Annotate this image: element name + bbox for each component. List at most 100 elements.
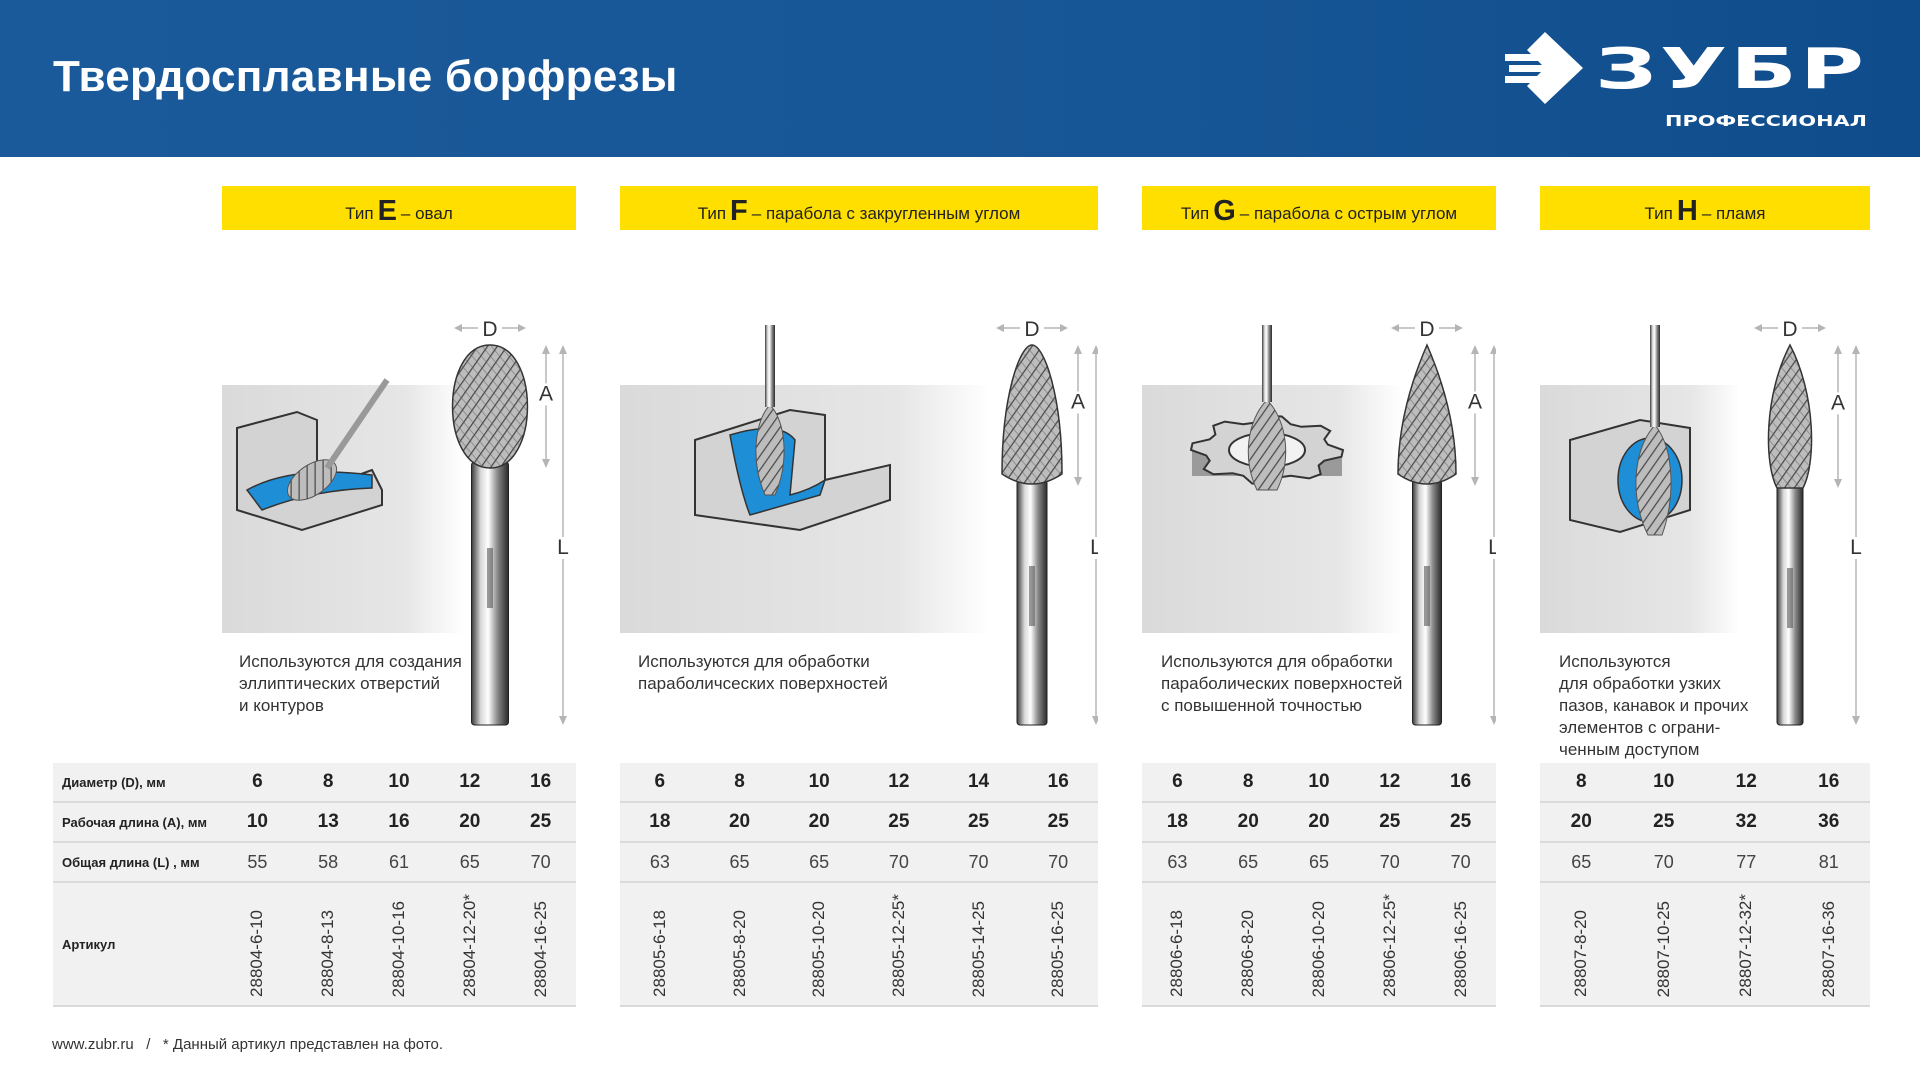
table-cell: 28804-16-25 bbox=[505, 883, 576, 1005]
table-cell: 25 bbox=[1379, 811, 1401, 832]
table-row-article: 28807-8-20 28807-10-25 28807-12-32* 28807-1… bbox=[1540, 883, 1870, 1007]
article-number: 28807-12-32* bbox=[1736, 893, 1756, 997]
article-number: 28804-12-20* bbox=[459, 893, 479, 997]
table-cell: 10 bbox=[388, 771, 410, 792]
table-cell: 65 bbox=[1571, 851, 1592, 872]
table-cell: 70 bbox=[1379, 851, 1400, 872]
type-header: Тип E – овал bbox=[222, 186, 576, 230]
table-cell: 12 bbox=[459, 771, 481, 792]
article-number: 28805-16-25 bbox=[1048, 900, 1068, 997]
description: Используются для создания эллиптических … bbox=[239, 652, 462, 715]
table-cell: 8 bbox=[1242, 771, 1254, 792]
table-row-total-length: 63 65 65 70 70 bbox=[1142, 843, 1496, 883]
article-number: 28807-8-20 bbox=[1571, 910, 1591, 997]
table-cell: 6 bbox=[654, 771, 666, 792]
label-diameter-d: D bbox=[1024, 320, 1039, 341]
logo-emblem-icon bbox=[1505, 32, 1583, 104]
product-illustration: D A L bbox=[620, 320, 1098, 726]
section-type-f: Тип F – парабола с закругленным углом Исп… bbox=[620, 0, 1098, 1080]
table-cell: 25 bbox=[530, 811, 552, 832]
table-row-total-length: 63 65 65 70 70 70 bbox=[620, 843, 1098, 883]
product-illustration: D A L bbox=[1142, 320, 1496, 726]
table-cell: 8 bbox=[322, 771, 334, 792]
table-cell: 65 bbox=[1308, 851, 1329, 872]
table-cell: 16 bbox=[530, 771, 552, 792]
type-header: Тип H – пламя bbox=[1540, 186, 1870, 230]
article-number: 28805-10-20 bbox=[809, 900, 829, 997]
table-cell: 28805-12-25* bbox=[859, 883, 939, 1005]
label-total-length-l: L bbox=[557, 536, 569, 559]
table-row-work-length: 20 25 32 36 bbox=[1540, 803, 1870, 843]
table-cell: 16 bbox=[1047, 771, 1069, 792]
type-name: – парабола с закругленным углом bbox=[751, 204, 1021, 223]
type-prefix: Тип bbox=[1644, 204, 1673, 223]
burr-tool-image bbox=[451, 344, 529, 726]
table-row-diameter: 6 8 10 12 14 16 bbox=[620, 763, 1098, 803]
footer: www.zubr.ru / * Данный артикул представл… bbox=[52, 1036, 443, 1053]
label-diameter-d: D bbox=[482, 320, 497, 341]
table-cell: 25 bbox=[1653, 811, 1675, 832]
table-cell: 70 bbox=[1450, 851, 1471, 872]
table-cell: 70 bbox=[888, 851, 909, 872]
table-cell: 28805-14-25 bbox=[939, 883, 1019, 1005]
table-cell: 25 bbox=[888, 811, 910, 832]
label-total-length: Общая длина (L) , мм bbox=[62, 854, 200, 870]
type-name: – парабола с острым углом bbox=[1239, 204, 1458, 223]
article-number: 28805-14-25 bbox=[968, 900, 988, 997]
table-cell: 28806-8-20 bbox=[1213, 883, 1284, 1005]
table-cell: 25 bbox=[967, 811, 990, 832]
description: Используются для обработки узких пазов, … bbox=[1559, 652, 1749, 759]
type-letter: G bbox=[1213, 195, 1236, 227]
label-diameter-d: D bbox=[1419, 320, 1434, 341]
table-cell: 20 bbox=[808, 811, 830, 832]
table-cell: 28807-8-20 bbox=[1540, 883, 1623, 1005]
table-cell: 65 bbox=[459, 851, 480, 872]
zubr-logo: ЗУБР ПРОФЕССИОНАЛ bbox=[1505, 32, 1867, 130]
article-number: 28804-16-25 bbox=[530, 900, 550, 997]
table-cell: 20 bbox=[459, 811, 481, 832]
table-cell: 6 bbox=[1172, 771, 1183, 792]
table-cell: 28804-10-16 bbox=[364, 883, 435, 1005]
table-cell: 8 bbox=[1575, 771, 1587, 792]
table-cell: 61 bbox=[388, 851, 409, 872]
table-cell: 28804-6-10 bbox=[222, 883, 293, 1005]
table-row-article: 28804-6-10 28804-8-13 28804-10-16 28804-12-… bbox=[222, 883, 576, 1007]
type-name: – пламя bbox=[1701, 204, 1766, 223]
table-cell: 28805-16-25 bbox=[1018, 883, 1098, 1005]
type-prefix: Тип bbox=[345, 204, 374, 223]
article-number: 28804-10-16 bbox=[388, 900, 408, 997]
table-cell: 36 bbox=[1818, 811, 1840, 832]
table-cell: 6 bbox=[252, 771, 263, 792]
website-link[interactable]: www.zubr.ru bbox=[52, 1036, 134, 1053]
table-cell: 28804-12-20* bbox=[434, 883, 505, 1005]
article-number: 28806-12-25* bbox=[1379, 893, 1399, 997]
table-cell: 28806-16-25 bbox=[1425, 883, 1496, 1005]
article-number: 28805-6-18 bbox=[649, 910, 669, 997]
logo-subtitle: ПРОФЕССИОНАЛ bbox=[1665, 112, 1867, 130]
article-number: 28804-6-10 bbox=[247, 910, 267, 997]
header-banner: Твердосплавные борфрезы ЗУБР ПРОФЕССИОНА… bbox=[0, 0, 1920, 157]
label-diameter: Диаметр (D), мм bbox=[62, 774, 166, 790]
table-cell: 32 bbox=[1735, 811, 1757, 832]
table-cell: 65 bbox=[1238, 851, 1259, 872]
label-diameter-d: D bbox=[1782, 320, 1797, 341]
table-row-article: 28806-6-18 28806-8-20 28806-10-20 28806-12-… bbox=[1142, 883, 1496, 1007]
label-article: Артикул bbox=[62, 936, 116, 952]
table-cell: 55 bbox=[247, 851, 268, 872]
article-number: 28806-16-25 bbox=[1450, 900, 1470, 997]
description: Используются для обработки параболичсеск… bbox=[638, 652, 888, 693]
application-scene bbox=[1189, 325, 1345, 491]
article-number: 28807-16-36 bbox=[1818, 900, 1838, 997]
application-scene bbox=[236, 378, 390, 532]
table-cell: 12 bbox=[1735, 771, 1757, 792]
label-total-length-l: L bbox=[1850, 536, 1862, 559]
product-illustration: D A L bbox=[1540, 320, 1865, 726]
article-number: 28806-8-20 bbox=[1238, 910, 1258, 997]
type-letter: E bbox=[377, 195, 397, 227]
table-row-work-length: 18 20 20 25 25 25 bbox=[620, 803, 1098, 843]
type-prefix: Тип bbox=[697, 204, 727, 223]
table-cell: 28807-10-25 bbox=[1623, 883, 1706, 1005]
table-cell: 20 bbox=[728, 811, 751, 832]
table-cell: 28804-8-13 bbox=[293, 883, 364, 1005]
dimension-arrows: D A L bbox=[1754, 320, 1865, 725]
